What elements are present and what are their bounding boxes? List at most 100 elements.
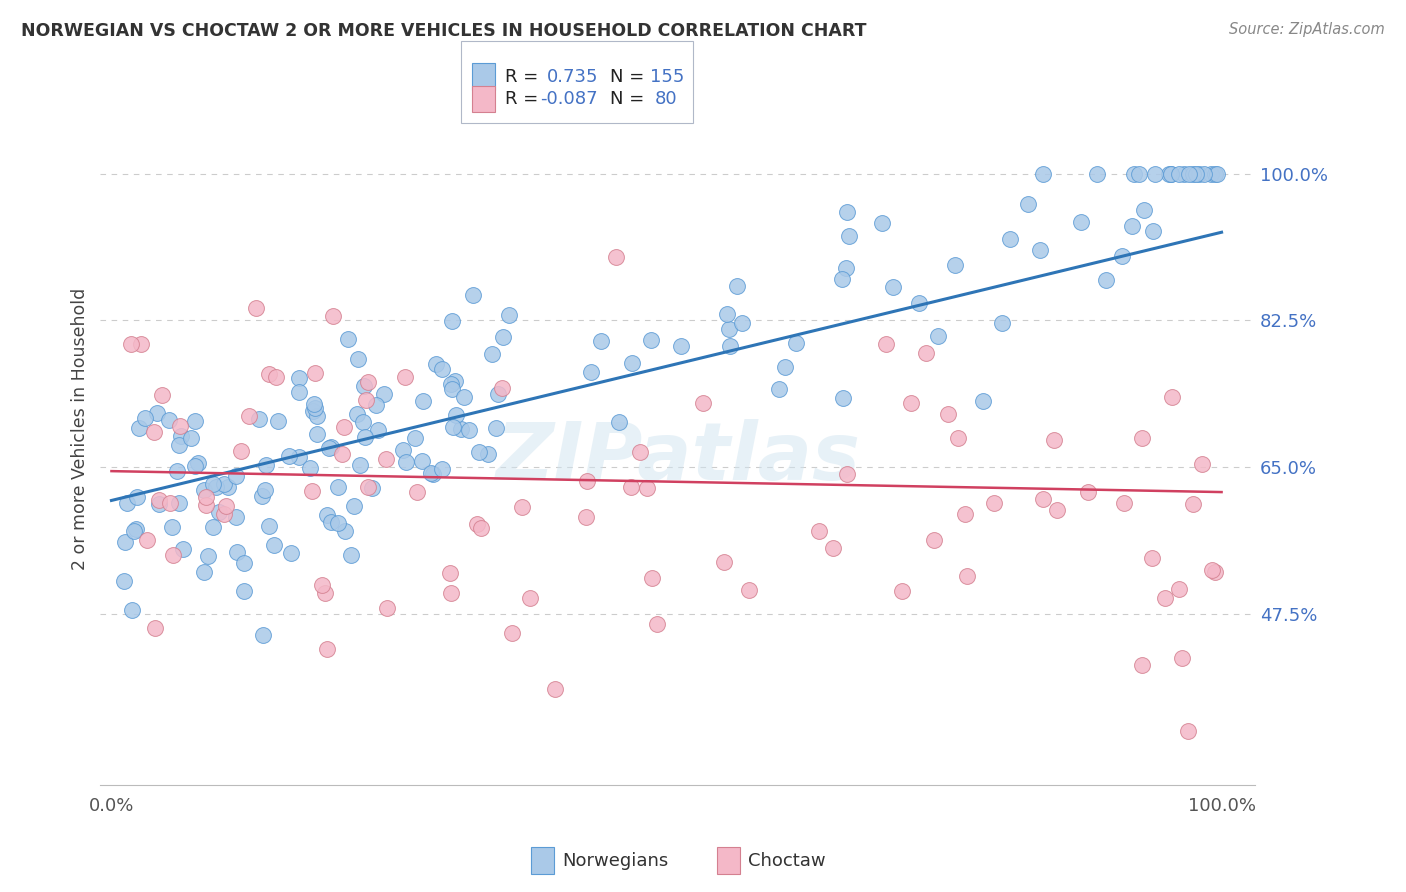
Point xyxy=(252,627,274,641)
Point xyxy=(628,445,651,459)
Text: N =: N = xyxy=(610,90,644,108)
Point xyxy=(419,466,441,480)
Point xyxy=(194,490,217,504)
Point xyxy=(1160,167,1182,181)
Point xyxy=(322,309,344,323)
Point xyxy=(1160,167,1182,181)
Point xyxy=(1085,167,1108,181)
Point xyxy=(501,626,523,640)
Point xyxy=(404,431,426,445)
Point xyxy=(302,404,325,418)
Point xyxy=(692,396,714,410)
Point xyxy=(1032,491,1054,506)
Point xyxy=(955,507,977,521)
Text: Choctaw: Choctaw xyxy=(748,852,825,870)
Point xyxy=(169,419,191,434)
Point xyxy=(1077,484,1099,499)
Point xyxy=(233,556,256,570)
Point xyxy=(201,519,224,533)
Point xyxy=(1123,167,1146,181)
Point xyxy=(343,499,366,513)
Text: -0.087: -0.087 xyxy=(540,90,598,108)
Point xyxy=(226,545,249,559)
Point xyxy=(347,351,370,366)
Point xyxy=(170,429,193,443)
Point xyxy=(391,443,413,458)
Point xyxy=(150,388,173,402)
Point xyxy=(481,347,503,361)
Point xyxy=(575,474,598,488)
Point xyxy=(882,280,904,294)
Point xyxy=(305,427,328,442)
Point xyxy=(998,232,1021,246)
Point xyxy=(412,394,434,409)
Point xyxy=(354,393,377,408)
Point xyxy=(134,411,156,425)
Text: 155: 155 xyxy=(650,68,683,86)
Point xyxy=(1177,723,1199,738)
Point xyxy=(112,574,135,588)
Point xyxy=(943,258,966,272)
Point xyxy=(316,641,339,656)
Point xyxy=(605,251,627,265)
Point xyxy=(253,483,276,497)
Point xyxy=(245,301,267,315)
Point xyxy=(120,336,142,351)
Point xyxy=(195,498,218,512)
Point xyxy=(1144,167,1167,181)
Point xyxy=(640,334,662,348)
Point xyxy=(233,583,256,598)
Point xyxy=(1173,167,1195,181)
Point xyxy=(1017,196,1039,211)
Point xyxy=(453,390,475,404)
Point xyxy=(575,509,598,524)
Point xyxy=(1159,167,1181,181)
Point xyxy=(205,480,228,494)
Point xyxy=(1199,167,1222,181)
Point xyxy=(645,617,668,632)
Point xyxy=(257,367,280,381)
Point xyxy=(1070,215,1092,229)
Point xyxy=(477,447,499,461)
Point xyxy=(1142,224,1164,238)
Point xyxy=(1160,390,1182,404)
Point xyxy=(1032,167,1054,181)
Point xyxy=(1194,167,1216,181)
Point xyxy=(430,461,453,475)
Point xyxy=(148,497,170,511)
Point xyxy=(373,386,395,401)
Point xyxy=(321,440,343,454)
Point xyxy=(266,414,288,428)
Point xyxy=(159,496,181,510)
Point xyxy=(1182,497,1205,511)
Point xyxy=(157,413,180,427)
Point xyxy=(491,381,513,395)
Point xyxy=(1167,167,1189,181)
Point xyxy=(197,549,219,564)
Point xyxy=(1201,563,1223,577)
Point xyxy=(983,496,1005,510)
Point xyxy=(225,510,247,524)
Text: Norwegians: Norwegians xyxy=(562,852,669,870)
Point xyxy=(713,555,735,569)
Point xyxy=(807,524,830,538)
Point xyxy=(1029,243,1052,257)
Point xyxy=(169,496,191,510)
Point xyxy=(1046,503,1069,517)
Point xyxy=(304,401,326,415)
Point xyxy=(422,467,444,482)
Point xyxy=(773,359,796,374)
Point xyxy=(225,469,247,483)
Point xyxy=(122,524,145,539)
Point xyxy=(443,374,465,388)
Point xyxy=(353,379,375,393)
Point xyxy=(821,541,844,556)
Point xyxy=(162,548,184,562)
Point xyxy=(254,458,277,473)
Point xyxy=(720,339,742,353)
Point xyxy=(510,500,533,515)
Point xyxy=(450,422,472,436)
Point xyxy=(972,394,994,409)
Point xyxy=(669,339,692,353)
Point xyxy=(121,603,143,617)
